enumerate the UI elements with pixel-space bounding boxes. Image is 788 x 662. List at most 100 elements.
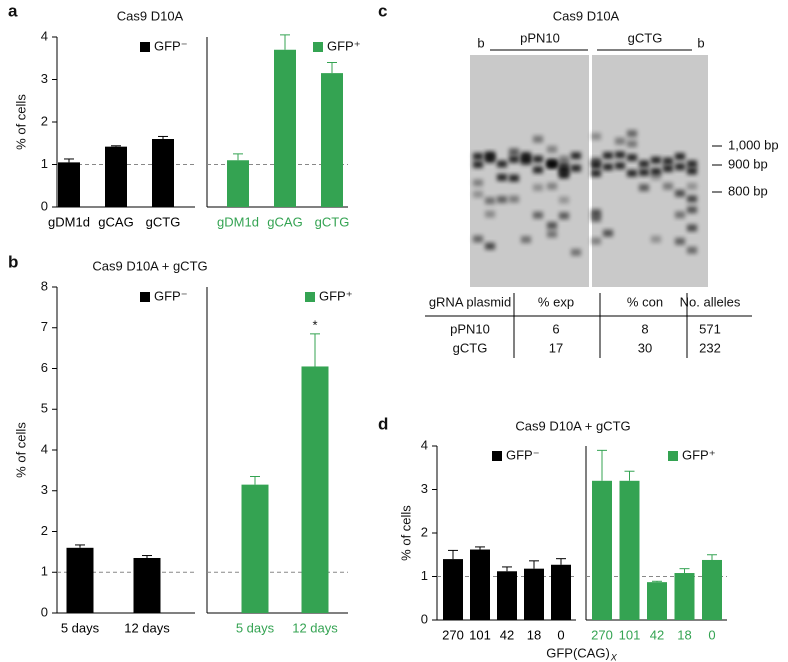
gel-band: [509, 148, 519, 156]
gel-band: [485, 155, 495, 163]
bar: [227, 160, 249, 207]
chart-title: Cas9 D10A: [117, 8, 184, 23]
gel-band: [473, 179, 483, 187]
y-tick-label: 3: [41, 482, 48, 497]
lane-group: pPN10: [520, 30, 560, 45]
y-tick-label: 1: [41, 156, 48, 171]
y-tick-label: 5: [41, 401, 48, 416]
bar: [497, 571, 517, 620]
marker-label: 900 bp: [728, 156, 768, 171]
x-tick-label: 0: [708, 627, 715, 642]
table-header: % exp: [538, 294, 574, 309]
x-tick-label: 5 days: [61, 620, 100, 635]
table-cell: gCTG: [453, 340, 488, 355]
bar: [443, 559, 463, 620]
gel-band: [675, 153, 685, 161]
gel-band: [591, 237, 601, 245]
gel-band: [559, 155, 569, 163]
table-cell: 30: [638, 340, 652, 355]
gel-band: [509, 155, 519, 163]
gel-image: [470, 55, 708, 287]
bar: [524, 568, 544, 620]
legend-swatch: [492, 451, 502, 461]
x-tick-label: 42: [650, 627, 664, 642]
gel-band: [639, 184, 649, 192]
gel-band: [533, 166, 543, 174]
y-tick-label: 3: [421, 481, 428, 496]
gel-band: [651, 167, 661, 175]
x-tick-label: 12 days: [292, 620, 338, 635]
y-tick-label: 2: [41, 113, 48, 128]
gel-band: [521, 151, 531, 159]
table-header: % con: [627, 294, 663, 309]
legend-swatch: [313, 42, 323, 52]
y-tick-label: 7: [41, 319, 48, 334]
panel-label: b: [8, 252, 18, 271]
bar: [619, 480, 640, 620]
bar: [133, 557, 161, 613]
gel-band: [603, 152, 613, 160]
legend-label: GFP⁻: [154, 38, 188, 53]
gel-band: [509, 195, 519, 203]
gel-band: [591, 169, 601, 177]
gel-band: [559, 212, 569, 220]
gel-band: [473, 190, 483, 198]
gel-band: [639, 160, 649, 168]
y-tick-label: 8: [41, 278, 48, 293]
bar: [241, 484, 269, 613]
y-tick-label: 0: [41, 604, 48, 619]
marker-label: 800 bp: [728, 183, 768, 198]
gel-band: [687, 206, 697, 214]
gel-band: [687, 167, 697, 175]
gel-band: [615, 162, 625, 170]
gel-band: [675, 163, 685, 171]
annotation: *: [312, 317, 317, 332]
y-tick-label: 4: [41, 441, 48, 456]
gel-band: [651, 235, 661, 243]
y-tick-label: 4: [421, 437, 428, 452]
gel-band: [591, 161, 601, 169]
bar: [152, 139, 174, 207]
gel-band: [627, 154, 637, 162]
x-tick-label: 0: [557, 627, 564, 642]
x-axis-label-subscript: X: [610, 652, 618, 662]
x-tick-label: 101: [619, 627, 641, 642]
y-tick-label: 2: [421, 524, 428, 539]
gel-band: [497, 173, 507, 181]
gel-band: [603, 229, 613, 237]
x-tick-label: 5 days: [236, 620, 275, 635]
gel-band: [533, 211, 543, 219]
bar: [66, 547, 94, 613]
gel-band: [651, 173, 661, 181]
x-tick-label: 270: [591, 627, 613, 642]
legend-swatch: [668, 451, 678, 461]
legend-label: GFP⁻: [506, 447, 540, 462]
y-tick-label: 0: [421, 611, 428, 626]
bar: [674, 573, 695, 620]
bar: [592, 480, 612, 620]
bar: [105, 146, 127, 207]
gel-band: [559, 196, 569, 204]
x-tick-label: 101: [469, 627, 491, 642]
legend-label: GFP⁻: [154, 288, 188, 303]
bar: [301, 366, 329, 613]
legend-swatch: [140, 42, 150, 52]
panel-label: a: [8, 1, 18, 20]
gel-band: [547, 158, 557, 166]
chart-title: Cas9 D10A + gCTG: [92, 258, 207, 273]
legend-label: GFP⁺: [682, 447, 716, 462]
bar: [551, 564, 571, 620]
gel-band: [591, 209, 601, 217]
table-header: No. alleles: [680, 294, 741, 309]
gel-band: [559, 168, 569, 176]
x-tick-label: gCTG: [146, 214, 181, 229]
y-tick-label: 6: [41, 360, 48, 375]
gel-band: [521, 236, 531, 244]
chart-title: Cas9 D10A + gCTG: [515, 418, 630, 433]
gel-band: [473, 235, 483, 243]
x-tick-label: gCTG: [315, 214, 350, 229]
bar: [58, 162, 80, 207]
gel-band: [533, 135, 543, 143]
legend-label: GFP⁺: [327, 38, 361, 53]
